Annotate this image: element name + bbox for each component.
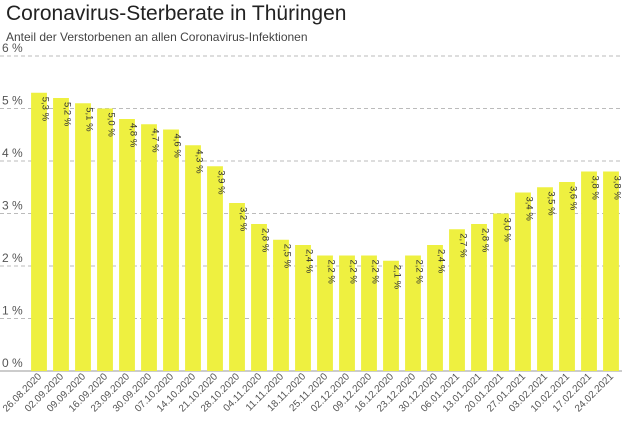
bar: [185, 145, 201, 371]
data-label: 2,2 %: [326, 260, 337, 285]
data-label: 3,8 %: [612, 176, 623, 201]
bar: [471, 224, 487, 371]
data-label: 2,2 %: [414, 260, 425, 285]
y-tick-label: 6 %: [2, 41, 23, 55]
bar: [559, 182, 575, 371]
data-label: 5,1 %: [84, 107, 95, 132]
data-label: 4,7 %: [150, 128, 161, 153]
bar: [273, 239, 289, 371]
bar: [383, 260, 399, 371]
data-label: 2,7 %: [458, 233, 469, 258]
y-tick-label: 1 %: [2, 304, 23, 318]
bar: [493, 213, 509, 371]
data-label: 2,8 %: [260, 228, 271, 253]
bar: [405, 255, 421, 371]
data-label: 3,6 %: [568, 186, 579, 211]
bar: [53, 98, 69, 371]
data-label: 2,2 %: [370, 260, 381, 285]
data-label: 3,5 %: [546, 191, 557, 216]
y-tick-label: 2 %: [2, 251, 23, 265]
bar: [75, 103, 91, 371]
bar: [603, 171, 619, 371]
chart-title: Coronavirus-Sterberate in Thüringen: [6, 2, 347, 25]
bar: [295, 245, 311, 371]
data-label: 5,2 %: [62, 102, 73, 127]
data-label: 3,0 %: [502, 218, 513, 243]
bar: [317, 255, 333, 371]
bar: [581, 171, 597, 371]
bar: [361, 255, 377, 371]
data-label: 2,5 %: [282, 244, 293, 269]
data-label: 3,8 %: [590, 176, 601, 201]
y-tick-label: 4 %: [2, 146, 23, 160]
y-tick-label: 3 %: [2, 199, 23, 213]
data-label: 4,6 %: [172, 134, 183, 159]
data-label: 2,4 %: [436, 249, 447, 274]
data-label: 2,8 %: [480, 228, 491, 253]
bar: [119, 119, 135, 371]
bar: [427, 245, 443, 371]
bar: [207, 166, 223, 371]
data-label: 3,9 %: [216, 170, 227, 195]
bar: [515, 192, 531, 371]
bar: [31, 92, 47, 371]
y-tick-label: 0 %: [2, 356, 23, 370]
data-label: 4,3 %: [194, 149, 205, 174]
data-labels: 5,3 % 5,2 % 5,1 % 5,0 % 4,8 % 4,7 % 4,6 % 4,3 %…: [40, 97, 623, 290]
data-label: 3,2 %: [238, 207, 249, 232]
chart-subtitle: Anteil der Verstorbenen an allen Coronav…: [6, 30, 308, 44]
data-label: 2,4 %: [304, 249, 315, 274]
bar: [229, 203, 245, 371]
bars: [31, 92, 619, 371]
bar: [537, 187, 553, 371]
bar: [163, 129, 179, 371]
x-axis-ticks: 26.08.202002.09.202009.09.202016.09.2020…: [1, 371, 616, 414]
bar: [449, 229, 465, 371]
bar: [339, 255, 355, 371]
data-label: 2,1 %: [392, 265, 403, 290]
y-axis-ticks: 0 % 1 % 2 % 3 % 4 % 5 % 6 %: [2, 41, 23, 370]
data-label: 4,8 %: [128, 123, 139, 148]
bar: [251, 224, 267, 371]
y-tick-label: 5 %: [2, 94, 23, 108]
data-label: 5,0 %: [106, 113, 117, 138]
data-label: 5,3 %: [40, 97, 51, 122]
bar: [97, 108, 113, 371]
data-label: 3,4 %: [524, 197, 535, 222]
bar: [141, 124, 157, 371]
data-label: 2,2 %: [348, 260, 359, 285]
